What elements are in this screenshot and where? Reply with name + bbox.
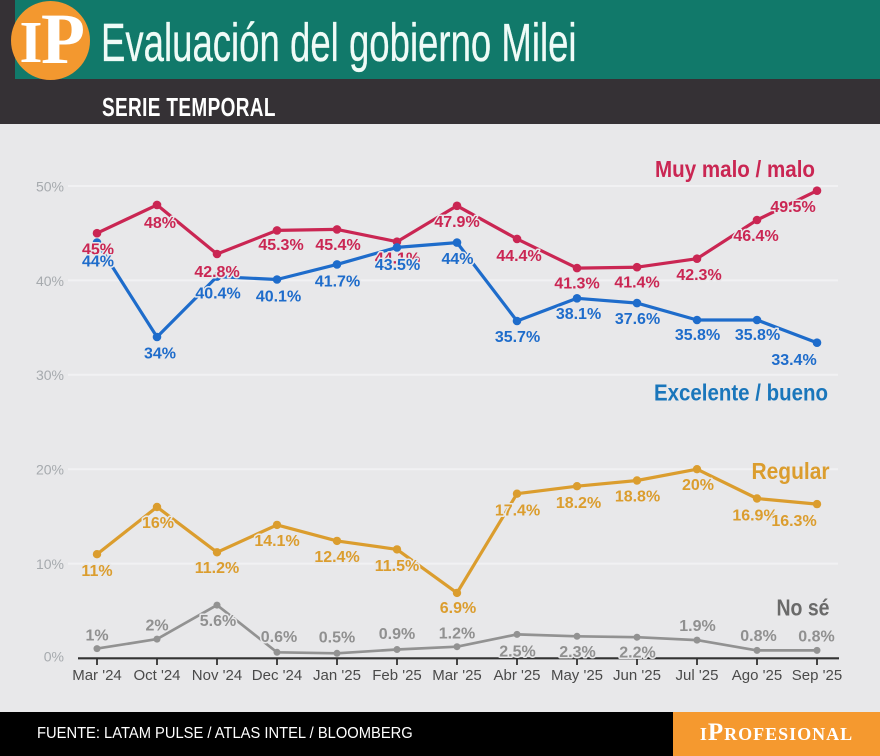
svg-text:41.3%: 41.3% <box>554 276 599 293</box>
svg-text:0%: 0% <box>44 649 64 665</box>
svg-text:Jul '25: Jul '25 <box>676 667 719 684</box>
svg-text:42.8%: 42.8% <box>194 264 239 281</box>
svg-text:Jan '25: Jan '25 <box>313 667 361 684</box>
svg-text:Excelente / bueno: Excelente / bueno <box>654 380 828 406</box>
svg-text:37.6%: 37.6% <box>615 311 660 328</box>
svg-text:1%: 1% <box>85 628 108 645</box>
svg-text:14.1%: 14.1% <box>254 533 299 550</box>
svg-text:0.5%: 0.5% <box>319 630 355 647</box>
svg-text:0.9%: 0.9% <box>379 626 415 643</box>
svg-text:12.4%: 12.4% <box>314 549 359 566</box>
svg-text:2.3%: 2.3% <box>559 644 595 661</box>
svg-text:Jun '25: Jun '25 <box>613 667 661 684</box>
svg-text:2%: 2% <box>145 618 168 635</box>
svg-text:44.1%: 44.1% <box>375 251 420 268</box>
svg-text:6.9%: 6.9% <box>440 600 476 617</box>
svg-text:40.1%: 40.1% <box>256 289 301 306</box>
svg-text:1.9%: 1.9% <box>679 618 715 635</box>
svg-text:16%: 16% <box>142 515 174 532</box>
svg-text:11%: 11% <box>81 563 112 580</box>
svg-text:16.9%: 16.9% <box>732 508 777 525</box>
svg-text:Regular: Regular <box>752 458 830 484</box>
svg-text:41.4%: 41.4% <box>614 275 659 292</box>
svg-text:Oct '24: Oct '24 <box>133 667 180 684</box>
svg-text:43.5%: 43.5% <box>375 257 420 274</box>
svg-text:45.3%: 45.3% <box>258 237 303 254</box>
svg-text:Dec '24: Dec '24 <box>252 667 302 684</box>
svg-text:0.8%: 0.8% <box>798 629 834 646</box>
svg-text:Mar '24: Mar '24 <box>72 667 122 684</box>
svg-text:42.3%: 42.3% <box>676 267 721 284</box>
svg-text:Ago '25: Ago '25 <box>732 667 782 684</box>
svg-text:No sé: No sé <box>777 595 830 621</box>
svg-text:45%: 45% <box>82 242 114 259</box>
svg-text:41.7%: 41.7% <box>315 274 360 291</box>
svg-text:35.8%: 35.8% <box>675 327 720 344</box>
svg-text:45.4%: 45.4% <box>315 237 360 254</box>
svg-text:35.8%: 35.8% <box>735 327 780 344</box>
svg-text:30%: 30% <box>36 367 64 383</box>
svg-text:16.3%: 16.3% <box>771 513 816 530</box>
svg-text:20%: 20% <box>682 477 714 494</box>
svg-text:50%: 50% <box>36 178 64 194</box>
svg-text:33.4%: 33.4% <box>771 352 816 369</box>
svg-text:1.2%: 1.2% <box>439 626 475 643</box>
svg-text:Muy malo / malo: Muy malo / malo <box>655 156 815 182</box>
svg-text:17.4%: 17.4% <box>495 503 540 520</box>
svg-text:11.2%: 11.2% <box>195 560 239 577</box>
svg-text:38.1%: 38.1% <box>556 306 601 323</box>
svg-text:Mar '25: Mar '25 <box>432 667 482 684</box>
svg-text:49.5%: 49.5% <box>770 199 815 216</box>
svg-text:11.5%: 11.5% <box>375 558 419 575</box>
svg-text:48%: 48% <box>144 215 176 232</box>
svg-text:46.4%: 46.4% <box>733 228 778 245</box>
svg-text:10%: 10% <box>36 556 64 572</box>
svg-text:44%: 44% <box>82 254 114 271</box>
svg-text:18.8%: 18.8% <box>615 489 660 506</box>
svg-text:47.9%: 47.9% <box>434 214 479 231</box>
svg-text:40%: 40% <box>36 273 64 289</box>
svg-text:2.2%: 2.2% <box>619 645 655 662</box>
svg-text:0.6%: 0.6% <box>261 629 297 646</box>
svg-text:0.8%: 0.8% <box>740 628 776 645</box>
svg-text:Sep '25: Sep '25 <box>792 667 842 684</box>
svg-text:Nov '24: Nov '24 <box>192 667 242 684</box>
svg-text:34%: 34% <box>144 346 176 363</box>
svg-text:Feb '25: Feb '25 <box>372 667 422 684</box>
svg-text:44.4%: 44.4% <box>496 248 541 265</box>
svg-text:5.6%: 5.6% <box>200 613 236 630</box>
svg-text:Abr '25: Abr '25 <box>493 667 540 684</box>
svg-text:44%: 44% <box>441 251 473 268</box>
svg-text:40.4%: 40.4% <box>195 286 240 303</box>
svg-text:May '25: May '25 <box>551 667 603 684</box>
svg-text:35.7%: 35.7% <box>495 329 540 346</box>
svg-text:18.2%: 18.2% <box>556 495 601 512</box>
svg-text:20%: 20% <box>36 462 64 478</box>
svg-text:2.5%: 2.5% <box>499 644 535 661</box>
